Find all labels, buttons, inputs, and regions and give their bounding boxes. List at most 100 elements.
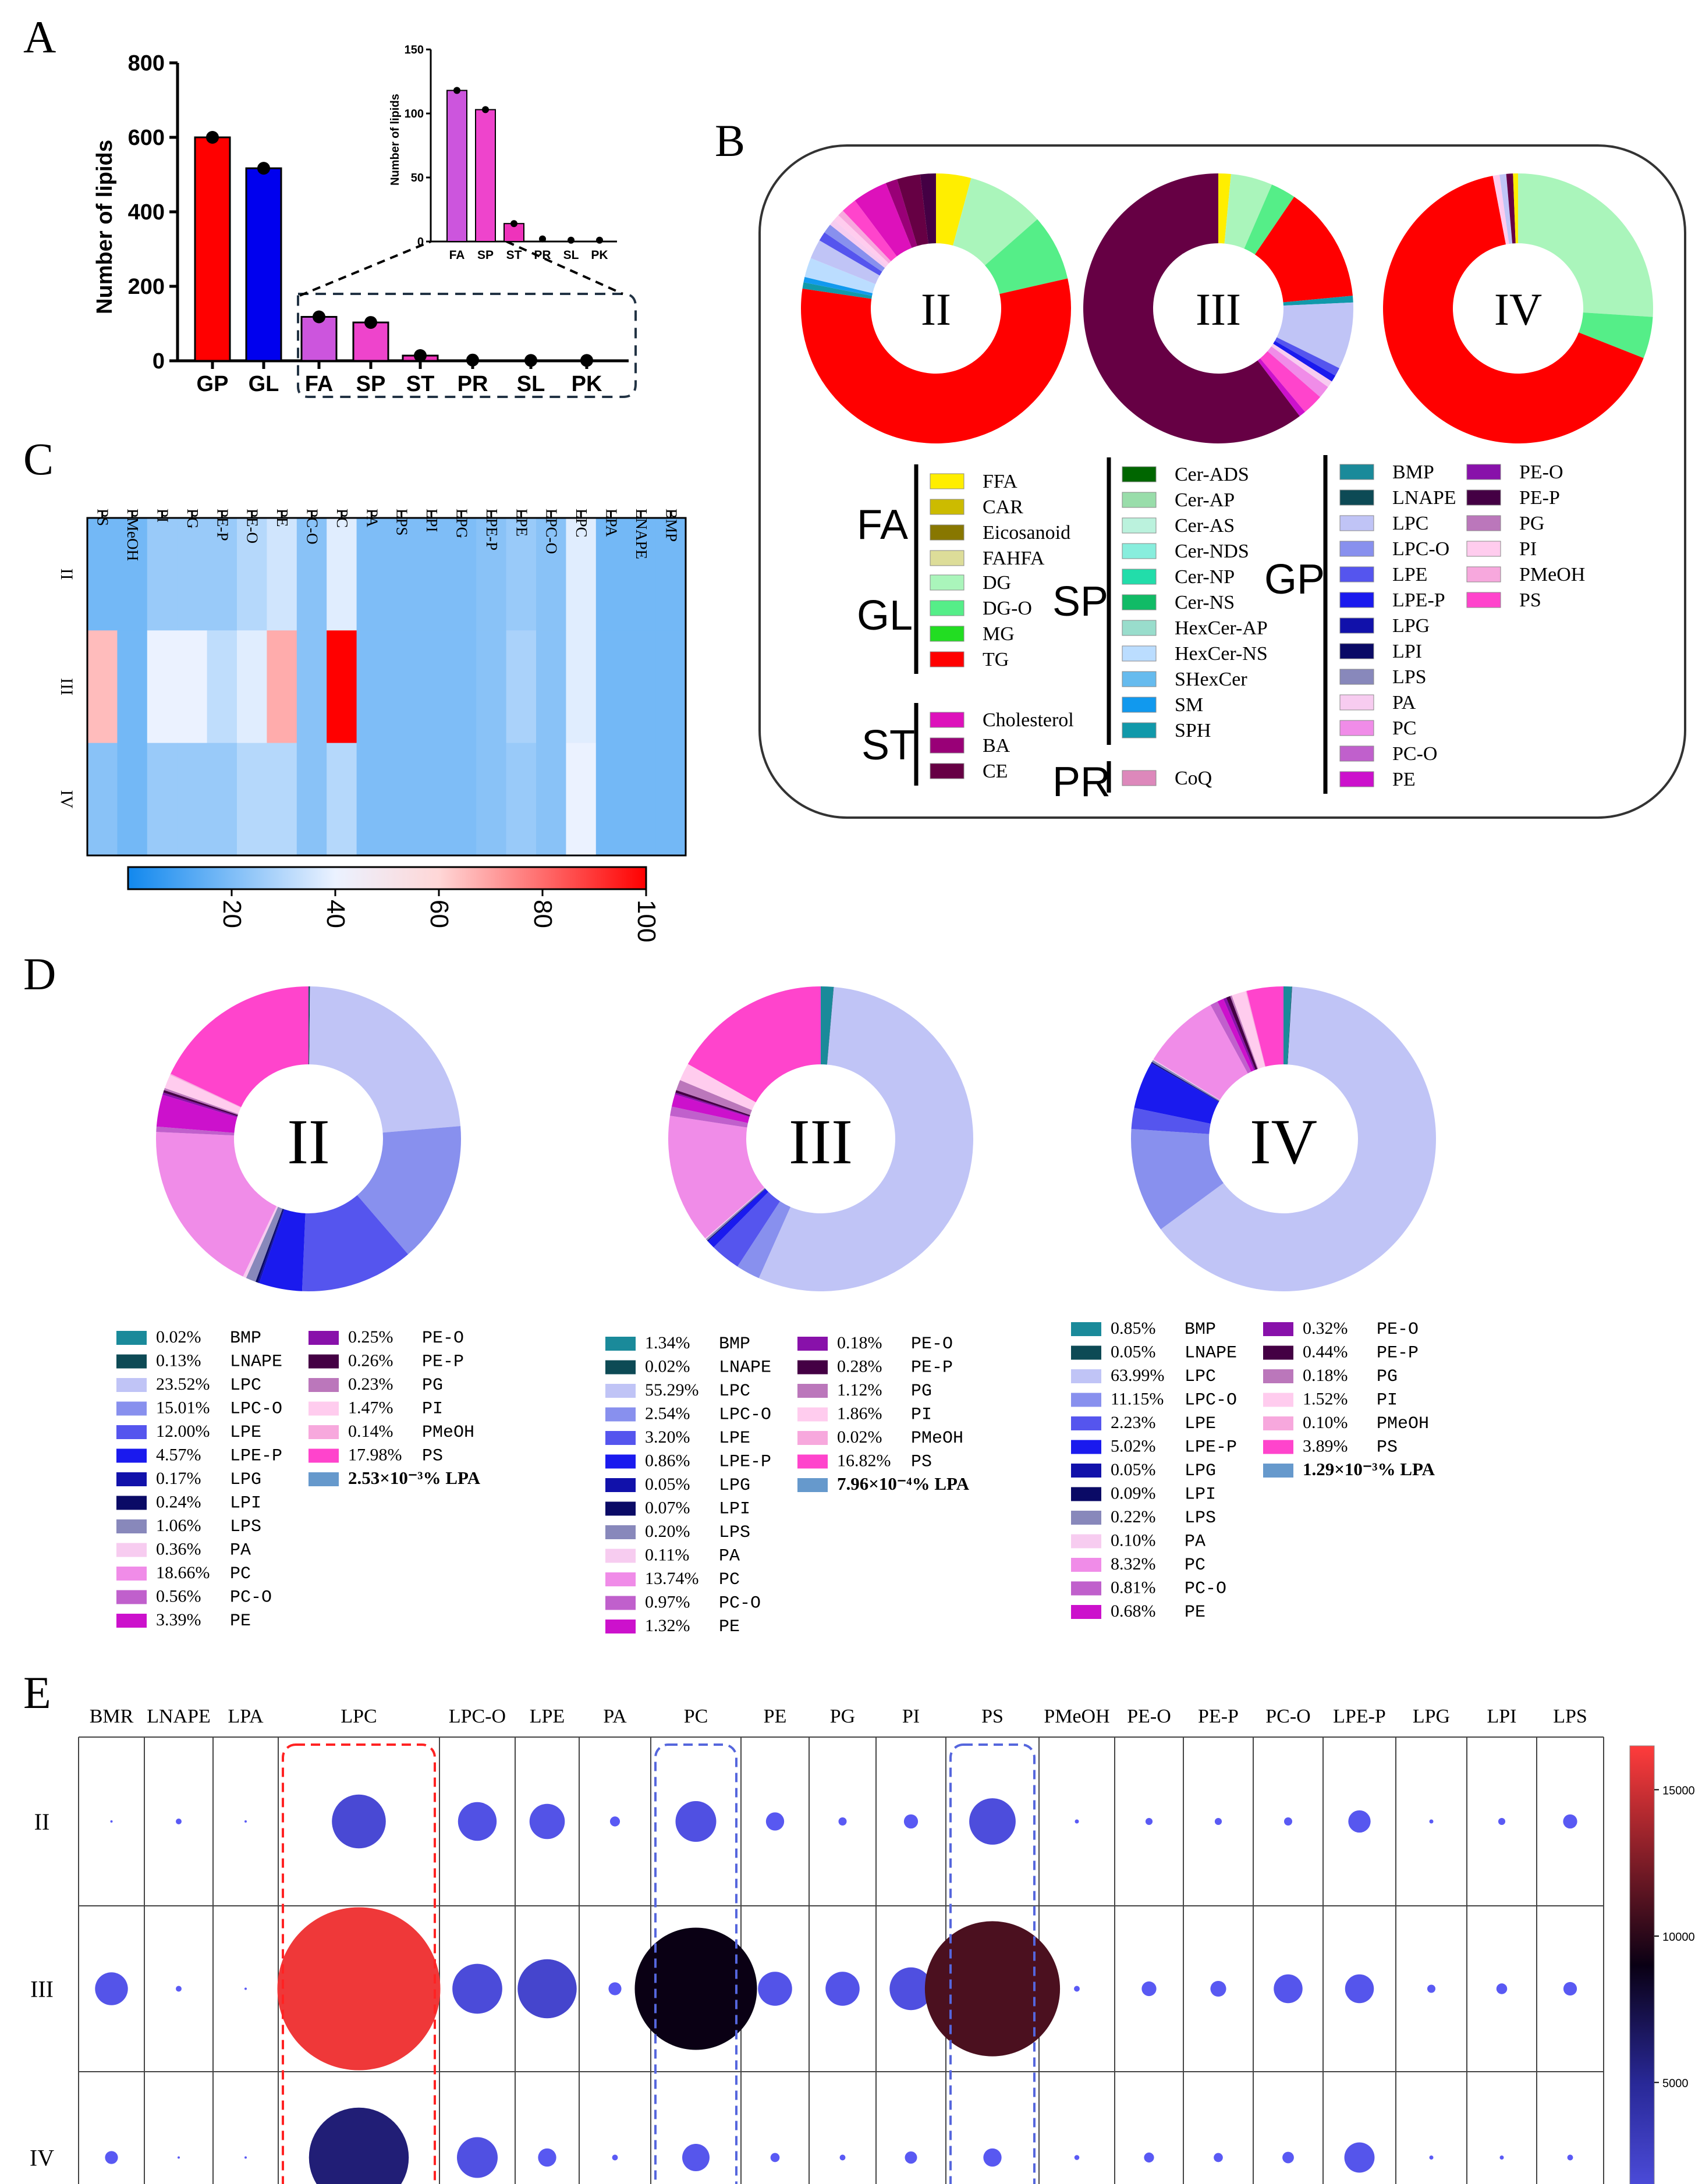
- panel-a-inset-ytick-label: 100: [405, 108, 424, 120]
- panel-b-donut-ii-slice-tg: [801, 278, 1071, 443]
- panel-d-donut-iii-slice-lpg: [707, 1188, 766, 1242]
- panel-b-legend-label-ps: PS: [1519, 589, 1541, 611]
- panel-d-legend-swatch-pg: [797, 1384, 828, 1398]
- panel-d-donut-ii-slice-pe-p: [163, 1090, 238, 1117]
- panel-a-inset-xtick-label: PK: [591, 248, 608, 262]
- panel-d-legend-swatch-lpi: [605, 1501, 636, 1516]
- panel-d-legend-swatch-pe-o: [797, 1337, 828, 1351]
- panel-e-bubble-iii-lpe-p: [1345, 1974, 1374, 2004]
- panel-e-col-label-pe-o: PE-O: [1127, 1706, 1171, 1727]
- panel-d-legend-name: PI: [911, 1405, 932, 1425]
- panel-c-cell-iv-pi: [147, 743, 178, 856]
- panel-b-frame: [758, 144, 1686, 819]
- panel-a-point-gp: [206, 131, 219, 144]
- panel-d-legend-name: LPG: [719, 1476, 750, 1496]
- panel-d-legend-pct: 0.10%: [1111, 1531, 1156, 1550]
- panel-b-legend-swatch-cer-ns: [1122, 594, 1157, 610]
- panel-e-col-label-lnape: LNAPE: [147, 1706, 211, 1727]
- panel-b-legend-label-lps: LPS: [1392, 666, 1427, 688]
- panel-d-legend-swatch-lps: [116, 1519, 147, 1533]
- panel-d-legend-swatch-pe-p: [797, 1360, 828, 1375]
- panel-e-col-label-pc-o: PC-O: [1265, 1706, 1310, 1727]
- panel-c-cell-iv-lpc: [566, 743, 597, 856]
- panel-b-donut-iii-slice-tg: [1254, 197, 1353, 303]
- panel-d-legend-name: PC: [230, 1564, 251, 1584]
- panel-e-col-label-ps: PS: [981, 1706, 1004, 1727]
- panel-d-legend-pct: 16.82%: [837, 1451, 891, 1471]
- panel-b-legend-swatch-hexcer-ap: [1122, 620, 1157, 636]
- panel-a-point-pr: [466, 353, 479, 367]
- panel-d-legend-swatch-lnape: [605, 1360, 636, 1375]
- panel-b-donut-iii-slice-dg: [1224, 174, 1272, 249]
- panel-e-col-label-pc: PC: [684, 1706, 708, 1727]
- panel-e-bubble-iv-lpa: [244, 2156, 247, 2159]
- panel-d-legend-pct: 1.12%: [837, 1380, 882, 1400]
- panel-b-donut-ii-slice-pmeoh: [838, 211, 891, 264]
- panel-d-legend-pct: 18.66%: [156, 1563, 210, 1582]
- panel-c-cell-ii-ps: [87, 518, 118, 631]
- panel-b-legend-label-pg: PG: [1519, 513, 1544, 534]
- panel-b-donut-iv-slice-ffa: [1513, 173, 1518, 244]
- panel-c-cell-ii-pc-o: [296, 518, 327, 631]
- panel-d-legend-name: LPE-P: [230, 1447, 282, 1466]
- panel-c-cell-iv-pa: [356, 743, 387, 856]
- panel-b-group-name-gl: GL: [857, 592, 913, 639]
- panel-a-point-sl: [524, 354, 537, 367]
- panel-d-donut-iii-slice-ps: [687, 986, 821, 1103]
- panel-c-cell-iv-lnape: [626, 743, 657, 856]
- panel-d-legend-pct: 0.05%: [645, 1475, 690, 1494]
- panel-e-col-label-pg: PG: [830, 1706, 855, 1727]
- panel-c-cell-ii-lpe: [506, 518, 537, 631]
- panel-b-legend-swatch-pmeoh: [1466, 566, 1501, 583]
- panel-a-inset-xtick-label: ST: [506, 248, 522, 262]
- panel-b-legend-label-sph: SPH: [1175, 720, 1211, 741]
- panel-d-legend-name: LPI: [719, 1500, 750, 1519]
- panel-d-legend-swatch-pc-o: [605, 1596, 636, 1610]
- panel-c-cell-iii-lnape: [626, 630, 657, 744]
- panel-b-donut-ii-slice-pe-p: [920, 173, 936, 244]
- panel-e-col-label-lpg: LPG: [1413, 1706, 1450, 1727]
- panel-b-donut-ii-slice-ffa: [936, 173, 971, 246]
- panel-d-donut-iv-slice-pc: [1153, 1004, 1248, 1100]
- panel-e-bubble-iv-pa: [612, 2154, 618, 2161]
- panel-c-cell-ii-pi: [147, 518, 178, 631]
- panel-c-border: [86, 517, 687, 857]
- panel-d-legend-lpa: 1.29×10⁻³% LPA: [1303, 1459, 1435, 1479]
- panel-d-legend-name: PE-O: [422, 1329, 464, 1348]
- panel-d-legend-name: LPS: [719, 1523, 750, 1543]
- panel-c-cell-iv-pe-p: [207, 743, 237, 856]
- panel-d-donut-iii-slice-pe-o: [675, 1092, 750, 1117]
- panel-b-legend-label-coq: CoQ: [1175, 768, 1212, 789]
- panel-b-legend-swatch-ffa: [930, 473, 965, 489]
- panel-d-legend-pct: 0.14%: [348, 1422, 393, 1441]
- panel-c-cell-ii-pmeoh: [117, 518, 148, 631]
- panel-d-legend-pct: 2.23%: [1111, 1413, 1156, 1432]
- panel-b-legend-swatch-lpc-o: [1339, 541, 1374, 557]
- panel-d-legend-pct: 0.26%: [348, 1351, 393, 1370]
- panel-d-legend-name: PI: [422, 1400, 443, 1419]
- panel-b-donut-ii-slice-lpc-o: [824, 225, 885, 272]
- panel-d-donut-iv-slice-lps: [1151, 1060, 1220, 1102]
- panel-e-col-label-pe: PE: [764, 1706, 787, 1727]
- panel-c-cell-iii-lpa: [595, 630, 626, 744]
- panel-a-ytick-label: 400: [128, 200, 165, 225]
- panel-b-donut-iii-slice-dg-o: [1244, 184, 1295, 255]
- panel-e-highlight-lpc: [282, 1743, 436, 2184]
- panel-c-cell-ii-lpc-o: [536, 518, 566, 631]
- panel-d-legend-swatch-pe: [605, 1620, 636, 1633]
- panel-b-donut-ii-slice-ce: [897, 174, 928, 246]
- panel-b-donut-iii-slice-ps: [1260, 351, 1320, 412]
- panel-d-donut-iv-slice-lpe-p: [1134, 1063, 1219, 1124]
- panel-c-cell-iii-lps: [387, 630, 417, 744]
- panel-d-legend-pct: 0.20%: [645, 1522, 690, 1541]
- panel-d-legend-pct: 0.18%: [1303, 1366, 1348, 1385]
- panel-e-bubble-iv-pc-o: [1282, 2151, 1294, 2164]
- panel-b-legend-swatch-cer-ap: [1122, 492, 1157, 508]
- panel-d-donut-label: III: [789, 1106, 853, 1177]
- panel-d-legend-swatch-lpe: [116, 1425, 147, 1439]
- panel-d-legend-swatch-lpc-o: [605, 1407, 636, 1422]
- panel-c-cell-iii-lpe-p: [476, 630, 507, 744]
- panel-e-bubble-ii-lpc: [332, 1794, 386, 1849]
- panel-d-legend-pct: 55.29%: [645, 1380, 699, 1400]
